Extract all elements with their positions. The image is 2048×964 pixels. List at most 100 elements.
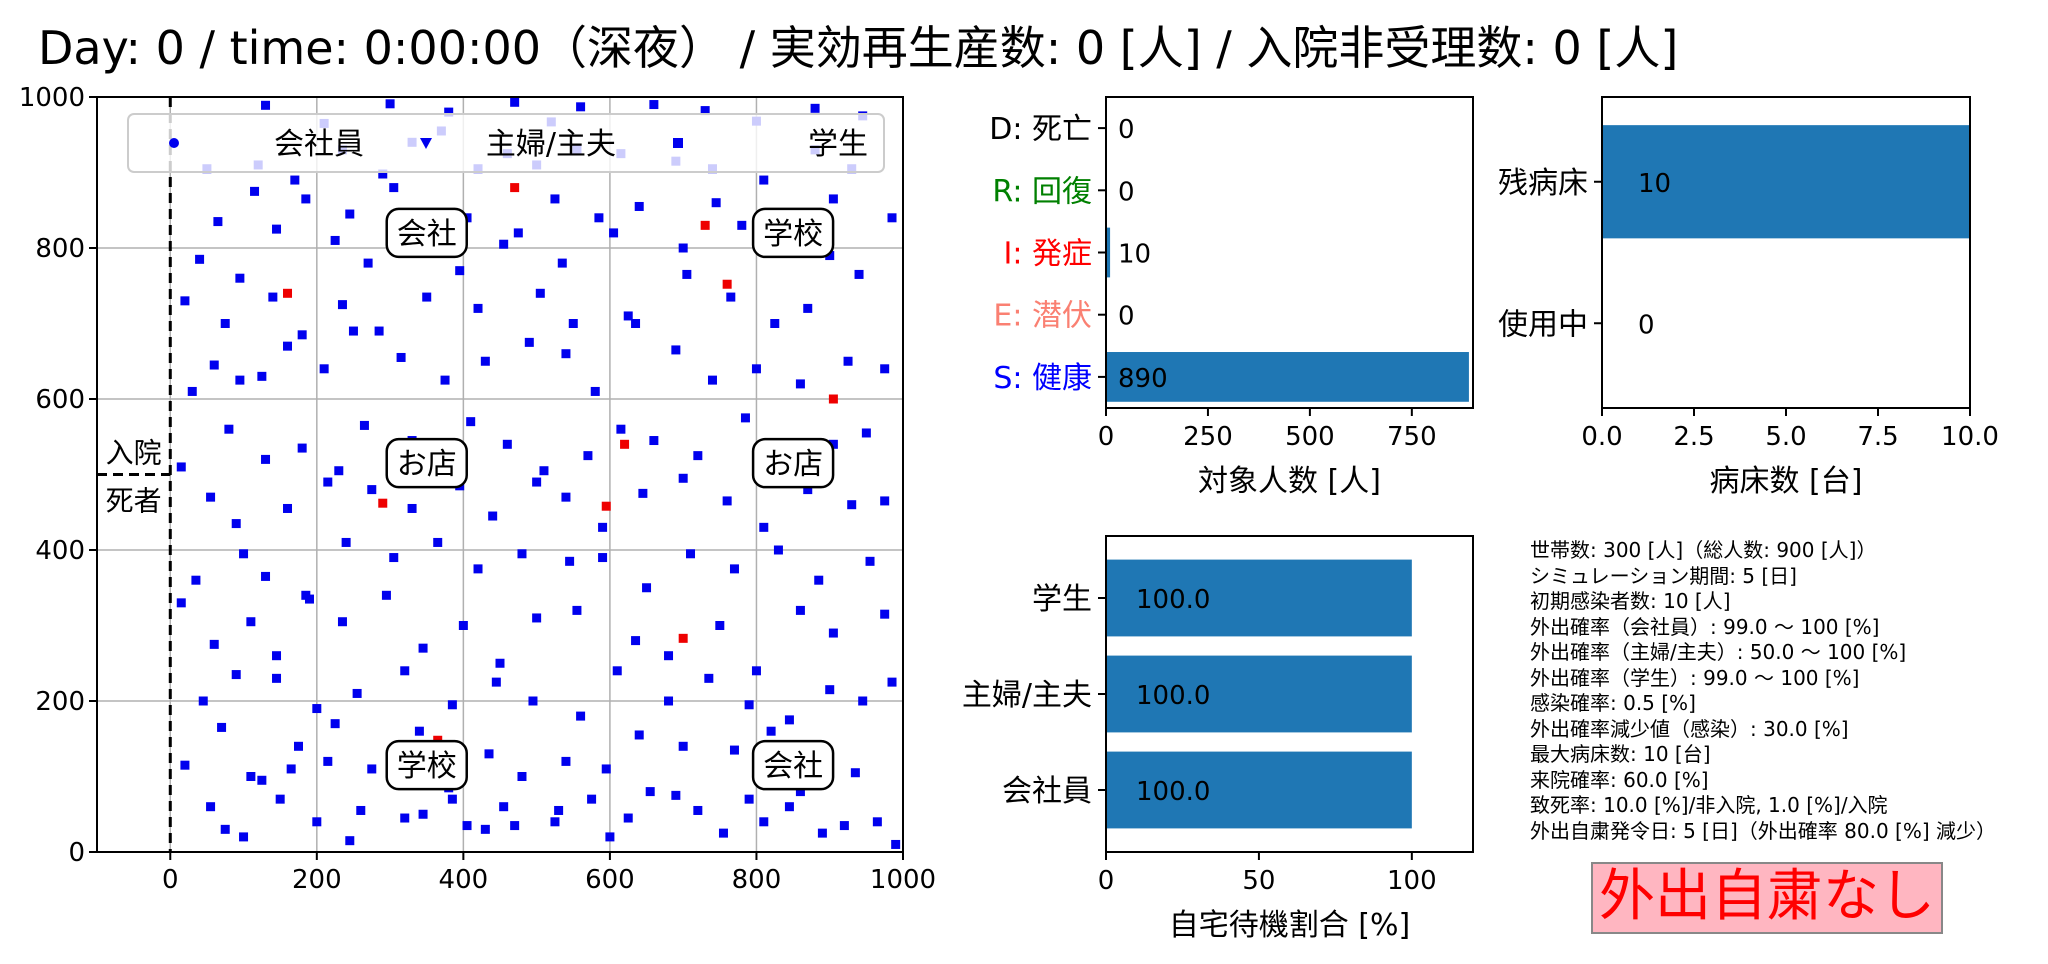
- scatter-point: [374, 326, 384, 336]
- place-box: [385, 207, 468, 259]
- scatter-point: [587, 794, 597, 804]
- scatter-point: [257, 775, 267, 785]
- scatter-point: [217, 722, 227, 732]
- scatter-point: [473, 303, 483, 313]
- scatter-point: [671, 790, 681, 800]
- category-label: 会社員: [1002, 774, 1092, 809]
- bar: [1106, 559, 1412, 637]
- scatter-point: [828, 628, 838, 638]
- scatter-point: [891, 839, 901, 849]
- scatter-point: [198, 696, 208, 706]
- scatter-point: [334, 466, 344, 476]
- scatter-point: [847, 500, 857, 510]
- param-line: 外出自粛発令日: 5 [日]（外出確率 80.0 [%] 減少）: [1530, 818, 1996, 843]
- scatter-point: [440, 375, 450, 385]
- scatter-point: [462, 821, 472, 831]
- scatter-point: [539, 466, 549, 476]
- scatter-point: [348, 326, 358, 336]
- scatter-point: [378, 169, 388, 179]
- param-line: 世帯数: 300 [人]（総人数: 900 [人]）: [1530, 538, 1877, 562]
- scatter-point: [740, 413, 750, 423]
- scatter-point: [532, 613, 542, 623]
- x-tick-label: 750: [1387, 422, 1437, 452]
- scatter-point: [839, 821, 849, 831]
- scatter-point: [759, 175, 769, 185]
- param-line: 来院確率: 60.0 [%]: [1530, 767, 1709, 792]
- scatter-point: [616, 424, 626, 434]
- bar: [1106, 655, 1412, 733]
- scatter-point: [283, 503, 293, 513]
- x-tick-label: 0: [1098, 866, 1115, 896]
- scatter-point: [283, 341, 293, 351]
- scatter-point: [499, 239, 509, 249]
- scatter-point: [246, 772, 256, 781]
- scatter-point: [418, 643, 428, 653]
- bar: [1106, 227, 1111, 278]
- scatter-point: [828, 439, 838, 449]
- scatter-point: [711, 198, 721, 208]
- legend-label: 会社員: [274, 127, 364, 162]
- scatter-point: [784, 715, 794, 725]
- scatter-point: [795, 787, 805, 797]
- param-line: 最大病床数: 10 [台]: [1530, 742, 1711, 766]
- category-label: D: 死亡: [989, 112, 1092, 147]
- scatter-point: [480, 356, 490, 366]
- scatter-point: [561, 756, 571, 766]
- scatter-point: [817, 828, 827, 838]
- scatter-point: [466, 417, 476, 427]
- scatter-point: [239, 832, 249, 842]
- scatter-point: [206, 492, 216, 502]
- bar: [1602, 125, 1970, 239]
- scatter-point: [803, 485, 813, 495]
- scatter-point: [513, 228, 523, 238]
- scatter-point: [718, 828, 728, 838]
- param-line: 致死率: 10.0 [%]/非入院, 1.0 [%]/入院: [1530, 793, 1888, 817]
- bar-value-label: 0: [1118, 302, 1135, 332]
- scatter-point: [272, 224, 282, 234]
- scatter-point: [400, 813, 410, 823]
- category-label: I: 発症: [1004, 237, 1093, 272]
- scatter-point: [330, 719, 340, 729]
- scatter-point: [850, 768, 860, 778]
- scatter-point: [359, 420, 369, 430]
- scatter-point: [341, 537, 351, 547]
- scatter-point: [444, 107, 454, 117]
- scatter-point: [645, 787, 655, 797]
- scatter-point-infected: [378, 498, 388, 508]
- scatter-point: [286, 764, 296, 774]
- x-tick-label: 100: [1387, 866, 1437, 896]
- scatter-point: [517, 772, 527, 781]
- scatter-point: [638, 488, 648, 498]
- scatter-point: [609, 228, 619, 238]
- scatter-point: [550, 194, 560, 204]
- scatter-point: [642, 583, 652, 593]
- scatter-point: [480, 824, 490, 834]
- scatter-point: [330, 235, 340, 245]
- scatter-point: [576, 711, 586, 721]
- x-tick-label: 600: [585, 865, 635, 895]
- scatter-point: [678, 473, 688, 483]
- bar-axes-frame: [1105, 96, 1474, 409]
- scatter-point: [693, 805, 703, 815]
- x-tick-label: 7.5: [1857, 422, 1898, 452]
- bar-axes-frame: [1105, 535, 1474, 853]
- scatter-point: [766, 726, 776, 736]
- legend-marker-circle: [169, 138, 179, 148]
- scatter-point: [623, 813, 633, 823]
- scatter-point: [275, 794, 285, 804]
- scatter-point: [213, 217, 223, 227]
- scatter-point: [649, 100, 659, 110]
- scatter-point: [294, 741, 303, 751]
- param-line: 外出確率（会社員）: 99.0 〜 100 [%]: [1530, 614, 1880, 639]
- scatter-point: [700, 106, 710, 116]
- scatter-point: [707, 375, 717, 385]
- param-line: 感染確率: 0.5 [%]: [1530, 691, 1696, 715]
- scatter-point: [594, 213, 604, 223]
- scatter-point: [272, 673, 282, 683]
- bar-value-label: 890: [1118, 364, 1168, 394]
- legend-box: [127, 113, 885, 173]
- scatter-point: [261, 454, 271, 464]
- scatter-point: [235, 375, 245, 385]
- scatter-point: [759, 817, 769, 827]
